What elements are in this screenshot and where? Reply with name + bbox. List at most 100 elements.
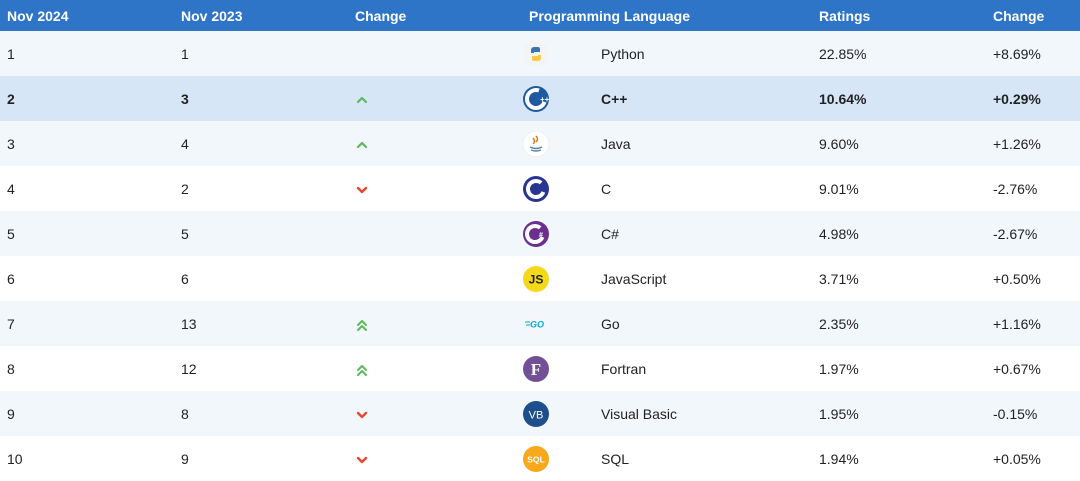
rank-nov-2024: 7: [7, 315, 15, 332]
column-header-change-rank[interactable]: Change: [355, 7, 407, 24]
visual-basic-logo-icon: VB: [523, 400, 549, 427]
language-name[interactable]: Python: [601, 45, 645, 62]
language-name[interactable]: JavaScript: [601, 270, 667, 287]
rank-nov-2024: 9: [7, 405, 15, 422]
table-row[interactable]: 2 3 ++ C++ 10.64% +0.29%: [0, 76, 1080, 121]
rating-value: 2.35%: [819, 315, 859, 332]
rating-change-value: +0.50%: [993, 270, 1041, 287]
column-header-ratings[interactable]: Ratings: [819, 7, 871, 24]
table-row[interactable]: 4 2 C 9.01% -2.76%: [0, 166, 1080, 211]
rating-value: 9.60%: [819, 135, 859, 152]
column-header-change-rating[interactable]: Change: [993, 7, 1045, 24]
rank-change-cell: [348, 436, 522, 481]
table-row[interactable]: 9 8 VB Visual Basic 1.95% -0.15%: [0, 391, 1080, 436]
rank-change-cell: [348, 166, 522, 211]
column-header-nov-2023[interactable]: Nov 2023: [181, 7, 243, 24]
rating-change-value: +1.26%: [993, 135, 1041, 152]
csharp-logo-icon: #: [523, 220, 549, 247]
go-logo-icon: GO: [523, 310, 549, 337]
sql-logo-icon: SQL: [523, 445, 549, 472]
rating-change-value: +8.69%: [993, 45, 1041, 62]
language-logo-cell: #: [522, 211, 594, 256]
rank-nov-2024: 6: [7, 270, 15, 287]
language-logo-cell: SQL: [522, 436, 594, 481]
svg-text:++: ++: [540, 95, 550, 104]
language-logo-cell: JS: [522, 256, 594, 301]
rating-change-value: -0.15%: [993, 405, 1038, 422]
rank-up-arrow-icon: [356, 96, 368, 103]
java-logo-icon: [522, 130, 550, 157]
rating-change-value: -2.76%: [993, 180, 1038, 197]
table-row[interactable]: 7 13 GO Go 2.35% +1.16%: [0, 301, 1080, 346]
rating-value: 10.64%: [819, 90, 867, 107]
cpp-logo-icon: ++: [523, 85, 550, 112]
rating-value: 1.95%: [819, 405, 859, 422]
rating-change-value: +0.05%: [993, 450, 1041, 467]
table-row[interactable]: 10 9 SQL SQL 1.94% +0.05%: [0, 436, 1080, 481]
table-header-row: Nov 2024 Nov 2023 Change Programming Lan…: [0, 0, 1080, 31]
rank-change-cell: [348, 121, 522, 166]
language-logo-cell: [522, 31, 594, 76]
rank-nov-2024: 1: [7, 45, 15, 62]
rank-nov-2024: 10: [7, 450, 23, 467]
rank-double-up-arrow-icon: [357, 364, 367, 376]
rating-value: 4.98%: [819, 225, 859, 242]
table-row[interactable]: 3 4 Java 9.60% +1.26%: [0, 121, 1080, 166]
rank-nov-2024: 8: [7, 360, 15, 377]
rank-nov-2023: 9: [181, 450, 189, 467]
language-name[interactable]: SQL: [601, 450, 630, 467]
rating-change-value: +1.16%: [993, 315, 1041, 332]
table-row[interactable]: 8 12 F Fortran 1.97% +0.67%: [0, 346, 1080, 391]
language-name[interactable]: C++: [601, 90, 628, 107]
rank-nov-2023: 2: [181, 180, 189, 197]
fortran-logo-icon: F: [523, 355, 549, 382]
c-logo-icon: [523, 175, 549, 202]
rank-nov-2023: 3: [181, 90, 189, 107]
column-header-nov-2024[interactable]: Nov 2024: [7, 7, 69, 24]
rank-nov-2023: 8: [181, 405, 189, 422]
svg-text:SQL: SQL: [527, 454, 544, 464]
table-row[interactable]: 1 1 Python 22.85% +8.69%: [0, 31, 1080, 76]
rating-change-value: +0.29%: [993, 90, 1041, 107]
rating-change-value: -2.67%: [993, 225, 1038, 242]
rank-change-cell: [348, 256, 522, 301]
rank-up-arrow-icon: [356, 141, 368, 148]
language-name[interactable]: Go: [601, 315, 620, 332]
rank-change-cell: [348, 76, 522, 121]
rank-nov-2023: 5: [181, 225, 189, 242]
rank-nov-2024: 3: [7, 135, 15, 152]
python-logo-icon: [523, 40, 549, 67]
language-logo-cell: GO: [522, 301, 594, 346]
rating-value: 3.71%: [819, 270, 859, 287]
rank-nov-2023: 6: [181, 270, 189, 287]
table-row[interactable]: 6 6 JS JavaScript 3.71% +0.50%: [0, 256, 1080, 301]
svg-text:VB: VB: [529, 409, 544, 421]
rating-change-value: +0.67%: [993, 360, 1041, 377]
rating-value: 9.01%: [819, 180, 859, 197]
language-name[interactable]: Visual Basic: [601, 405, 678, 422]
rank-change-cell: [348, 211, 522, 256]
language-logo-cell: VB: [522, 391, 594, 436]
rating-value: 1.97%: [819, 360, 859, 377]
rating-value: 22.85%: [819, 45, 867, 62]
rank-change-cell: [348, 301, 522, 346]
rank-change-cell: [348, 391, 522, 436]
language-name[interactable]: C#: [601, 225, 619, 242]
language-logo-cell: [522, 166, 594, 211]
rank-nov-2024: 5: [7, 225, 15, 242]
javascript-logo-icon: JS: [523, 265, 549, 292]
language-name[interactable]: Fortran: [601, 360, 647, 377]
svg-text:JS: JS: [529, 272, 544, 286]
column-header-programming-language[interactable]: Programming Language: [529, 7, 691, 24]
rating-value: 1.94%: [819, 450, 859, 467]
rank-down-arrow-icon: [356, 456, 368, 463]
language-name[interactable]: C: [601, 180, 612, 197]
language-name[interactable]: Java: [601, 135, 631, 152]
table-row[interactable]: 5 5 # C# 4.98% -2.67%: [0, 211, 1080, 256]
rank-down-arrow-icon: [356, 186, 368, 193]
rank-change-cell: [348, 346, 522, 391]
rank-nov-2023: 12: [181, 360, 197, 377]
language-logo-cell: ++: [522, 76, 594, 121]
rank-nov-2023: 1: [181, 45, 189, 62]
